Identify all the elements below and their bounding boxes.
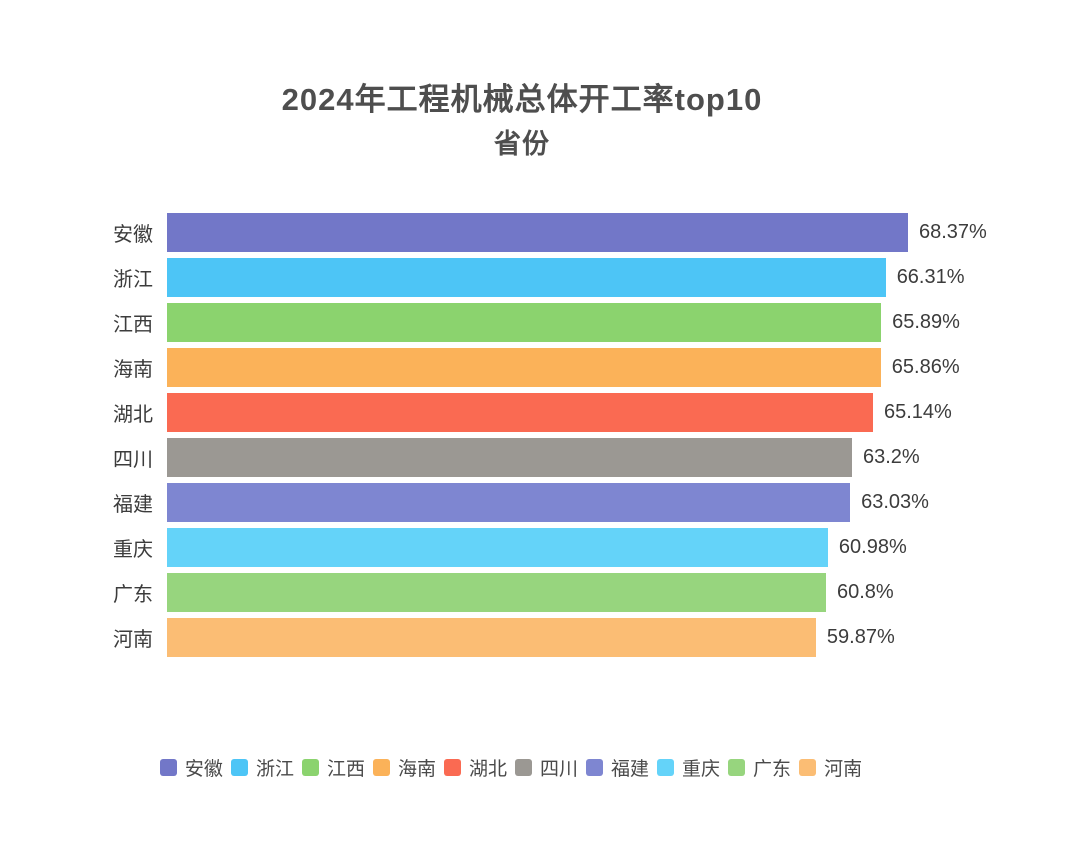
legend-swatch-icon (301, 759, 319, 776)
value-label: 65.89% (892, 311, 960, 333)
legend-item: 海南 (372, 754, 436, 781)
legend-label: 四川 (540, 759, 579, 780)
legend-swatch-icon (230, 759, 248, 776)
category-label: 重庆 (113, 539, 153, 561)
legend-item: 江西 (301, 754, 365, 781)
legend-label: 福建 (611, 759, 650, 780)
bar (167, 618, 816, 657)
legend-item: 福建 (586, 754, 649, 781)
legend-swatch-icon (728, 759, 746, 776)
legend-label: 重庆 (682, 759, 721, 780)
legend-label: 安徽 (184, 759, 223, 780)
bar-row: 浙江 66.31% (0, 255, 987, 300)
legend-item: 重庆 (657, 754, 720, 781)
legend-swatch-icon (372, 759, 390, 776)
category-label: 海南 (113, 359, 153, 381)
legend-item: 浙江 (230, 754, 294, 781)
legend-swatch-icon (515, 759, 532, 776)
bar-row: 福建 63.03% (0, 480, 987, 525)
category-label: 四川 (113, 449, 153, 471)
category-label: 福建 (113, 494, 153, 516)
legend-item: 广东 (728, 754, 791, 781)
bar (167, 348, 881, 387)
bar (167, 483, 851, 522)
legend-swatch-icon (443, 759, 461, 776)
category-label: 湖北 (113, 404, 153, 426)
value-label: 65.86% (891, 356, 960, 378)
chart-title: 2024年工程机械总体开工率top10 省份 (0, 78, 1044, 166)
bar-row: 重庆 60.98% (0, 525, 987, 570)
legend-swatch-icon (657, 759, 675, 776)
bar-row: 安徽 68.37% (0, 210, 987, 255)
bar (167, 393, 873, 432)
legend-item: 四川 (515, 754, 578, 781)
chart-title-line1: 2024年工程机械总体开工率top10 (281, 82, 763, 117)
value-label: 63.03% (861, 491, 929, 513)
value-label: 60.8% (837, 581, 894, 603)
bar-chart-plot-area: 安徽 68.37% 浙江 66.31% 江西 65.89% 海南 65.86% 湖北 65.14%… (0, 210, 987, 660)
bar-row: 广东 60.8% (0, 570, 987, 615)
value-label: 59.87% (826, 626, 895, 648)
bar (167, 438, 852, 477)
value-label: 65.14% (884, 401, 952, 423)
legend-label: 海南 (397, 759, 436, 780)
legend-label: 河南 (824, 759, 863, 780)
legend-swatch-icon (159, 759, 177, 776)
bar (167, 573, 826, 612)
bar (167, 213, 908, 252)
bar-row: 海南 65.86% (0, 345, 987, 390)
legend-label: 广东 (753, 759, 792, 780)
legend-item: 湖北 (443, 754, 507, 781)
legend: 安徽 浙江 江西 海南 湖北 四川 福建 重庆 广东 河南 (0, 754, 1022, 781)
bar-row: 四川 63.2% (0, 435, 987, 480)
category-label: 浙江 (113, 269, 153, 291)
category-label: 江西 (113, 314, 153, 336)
bar (167, 258, 886, 297)
legend-item: 安徽 (159, 754, 223, 781)
legend-swatch-icon (586, 759, 604, 776)
bar (167, 303, 882, 342)
bar-row: 河南 59.87% (0, 615, 987, 660)
category-label: 广东 (113, 584, 153, 606)
value-label: 66.31% (896, 266, 965, 288)
value-label: 68.37% (919, 221, 987, 243)
category-label: 河南 (113, 629, 153, 651)
legend-label: 浙江 (255, 759, 294, 780)
bar-row: 江西 65.89% (0, 300, 987, 345)
value-label: 63.2% (863, 446, 920, 468)
bar-row: 湖北 65.14% (0, 390, 987, 435)
legend-swatch-icon (799, 759, 817, 776)
legend-item: 河南 (799, 754, 862, 781)
chart-title-line2: 省份 (494, 129, 550, 159)
legend-label: 湖北 (468, 759, 507, 780)
legend-label: 江西 (326, 759, 365, 780)
bar (167, 528, 828, 567)
category-label: 安徽 (113, 224, 153, 246)
value-label: 60.98% (838, 536, 907, 558)
